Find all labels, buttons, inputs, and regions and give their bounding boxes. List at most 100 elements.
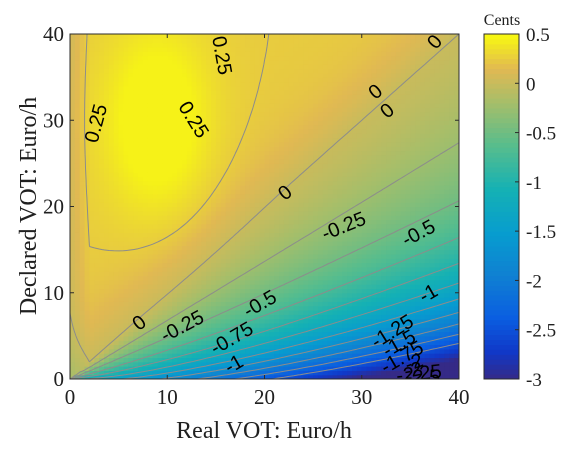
heatmap-cell [327, 107, 334, 113]
heatmap-cell [118, 51, 125, 57]
heatmap-cell [347, 42, 353, 48]
heatmap-cell [337, 120, 343, 126]
heatmap-cell [342, 331, 348, 337]
heatmap-cell [94, 370, 100, 376]
heatmap-cell [118, 241, 125, 246]
heatmap-cell [74, 223, 81, 229]
heatmap-cell [186, 348, 193, 354]
heatmap-cell [84, 163, 91, 169]
heatmap-cell [298, 288, 304, 294]
heatmap-cell [211, 193, 217, 199]
heatmap-cell [84, 292, 91, 298]
heatmap-cell [201, 279, 207, 285]
heatmap-cell [230, 314, 236, 320]
heatmap-cell [230, 137, 236, 143]
heatmap-cell [142, 103, 149, 108]
heatmap-cell [337, 253, 343, 259]
heatmap-cell [89, 163, 95, 169]
heatmap-cell [181, 90, 188, 95]
heatmap-cell [279, 288, 285, 294]
heatmap-cell [240, 353, 246, 359]
heatmap-cell [288, 38, 295, 44]
heatmap-cell [74, 292, 81, 298]
heatmap-cell [211, 275, 217, 281]
heatmap-cell [113, 206, 120, 212]
heatmap-cell [176, 72, 183, 78]
heatmap-cell [361, 374, 368, 379]
heatmap-cell [298, 322, 304, 328]
heatmap-cell [298, 344, 304, 350]
heatmap-cell [79, 103, 86, 108]
heatmap-cell [317, 262, 324, 268]
heatmap-cell [298, 275, 304, 281]
heatmap-cell [298, 111, 304, 117]
heatmap-cell [225, 85, 232, 91]
heatmap-cell [269, 271, 275, 277]
heatmap-cell [118, 210, 125, 216]
heatmap-cell [303, 344, 309, 350]
heatmap-cell [196, 206, 202, 212]
heatmap-cell [327, 64, 334, 70]
heatmap-cell [157, 180, 163, 186]
heatmap-cell [274, 292, 280, 298]
heatmap-cell [293, 51, 300, 57]
heatmap-cell [313, 210, 319, 216]
heatmap-cell [303, 202, 309, 208]
heatmap-cell [235, 59, 241, 65]
heatmap-cell [162, 103, 168, 108]
heatmap-cell [347, 172, 353, 177]
heatmap-cell [172, 197, 178, 203]
heatmap-cell [288, 322, 295, 328]
heatmap-cell [167, 115, 173, 121]
heatmap-cell [206, 361, 212, 367]
heatmap-cell [337, 279, 343, 285]
heatmap-cell [196, 310, 202, 315]
heatmap-cell [89, 275, 95, 281]
heatmap-cell [249, 59, 256, 65]
heatmap-cell [269, 262, 275, 268]
heatmap-cell [196, 318, 202, 324]
heatmap-cell [99, 210, 105, 216]
heatmap-cell [274, 72, 280, 78]
heatmap-cell [94, 228, 100, 233]
heatmap-cell [220, 266, 227, 272]
heatmap-cell [138, 46, 144, 52]
heatmap-cell [196, 120, 202, 126]
heatmap-cell [249, 314, 256, 320]
heatmap-cell [147, 348, 154, 354]
heatmap-cell [342, 68, 348, 74]
heatmap-cell [211, 90, 217, 95]
heatmap-cell [104, 141, 110, 147]
heatmap-cell [162, 361, 168, 367]
heatmap-cell [279, 137, 285, 143]
heatmap-cell [249, 215, 256, 221]
heatmap-cell [104, 245, 110, 251]
heatmap-cell [113, 331, 120, 337]
heatmap-cell [249, 167, 256, 173]
heatmap-cell [157, 219, 163, 225]
heatmap-cell [176, 133, 183, 139]
heatmap-cell [342, 103, 348, 108]
heatmap-cell [196, 34, 202, 39]
heatmap-cell [249, 262, 256, 268]
heatmap-cell [74, 107, 81, 113]
heatmap-cell [361, 206, 368, 212]
heatmap-cell [313, 219, 319, 225]
heatmap-cell [152, 279, 159, 285]
heatmap-cell [167, 94, 173, 100]
heatmap-cell [220, 189, 227, 195]
heatmap-cell [347, 197, 353, 203]
heatmap-cell [269, 236, 275, 242]
heatmap-cell [108, 357, 115, 363]
heatmap-cell [128, 202, 134, 208]
heatmap-cell [79, 68, 86, 74]
heatmap-cell [322, 72, 329, 78]
heatmap-cell [74, 262, 81, 268]
heatmap-cell [118, 266, 125, 272]
heatmap-cell [99, 258, 105, 264]
heatmap-cell [79, 314, 86, 320]
heatmap-cell [298, 64, 304, 70]
heatmap-cell [89, 146, 95, 152]
heatmap-cell [99, 137, 105, 143]
heatmap-cell [206, 275, 212, 281]
